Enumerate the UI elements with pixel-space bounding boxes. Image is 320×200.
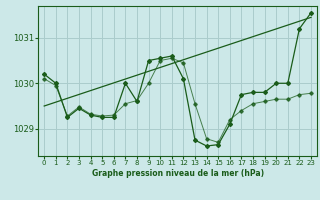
X-axis label: Graphe pression niveau de la mer (hPa): Graphe pression niveau de la mer (hPa) (92, 169, 264, 178)
